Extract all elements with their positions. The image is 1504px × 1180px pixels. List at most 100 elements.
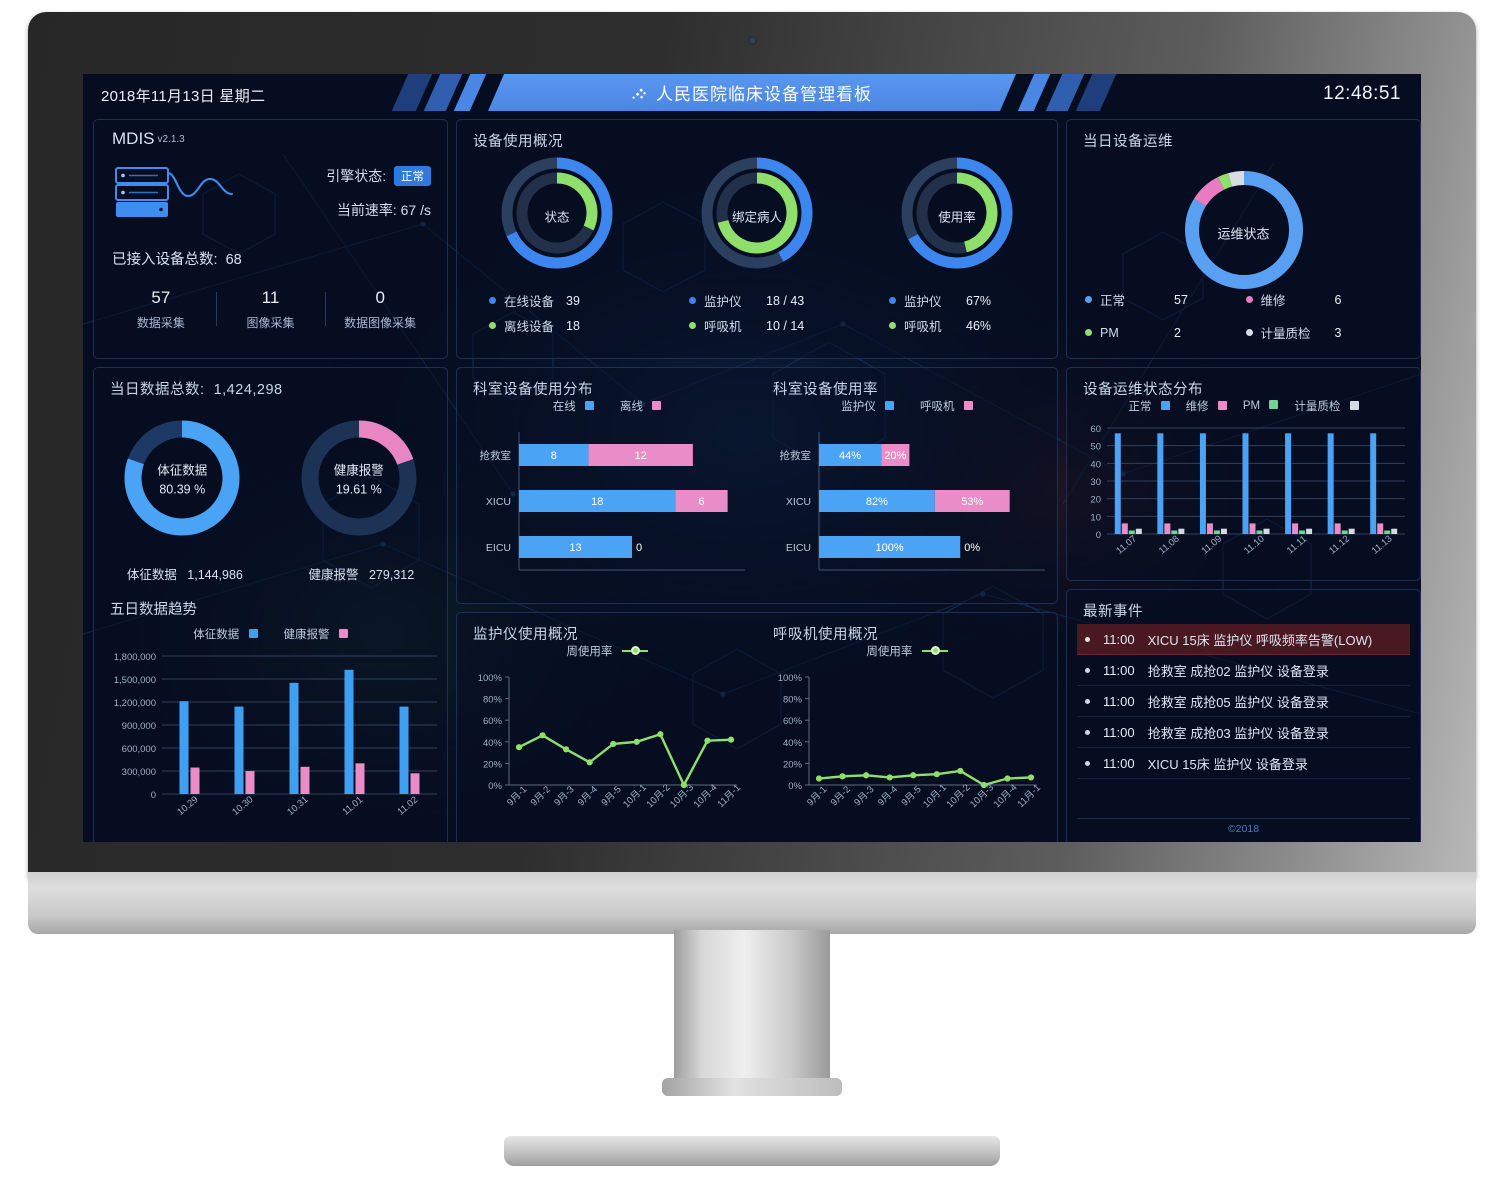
legend-swatch (1160, 401, 1170, 410)
svg-text:900,000: 900,000 (122, 721, 156, 732)
banner-plate: 人民医院临床设备管理看板 (488, 74, 1016, 111)
svg-text:10月-1: 10月-1 (621, 782, 649, 810)
legend-value: 46% (966, 318, 992, 333)
svg-text:18: 18 (591, 496, 603, 508)
svg-text:30: 30 (1090, 477, 1101, 488)
header-date: 2018年11月13日 星期二 (101, 88, 266, 105)
legend-dot (1245, 296, 1253, 303)
legend-item-weekly-rate: 周使用率 (866, 643, 948, 659)
legend-row-ventilator: 呼吸机 46% (889, 316, 1025, 335)
event-time: 11:00 (1103, 724, 1135, 740)
dashboard: 2018年11月13日 星期二 (83, 74, 1421, 842)
panel-usage-lines: 监护仪使用概况 周使用率 0% 20% 40% 60% 80% 100% 9月-1 9月-2 9… (456, 612, 1058, 842)
left-column: MDIS v2.1.3 (93, 119, 448, 842)
svg-text:10.29: 10.29 (175, 794, 200, 818)
legend-item-offline: 离线 (620, 398, 662, 414)
gauge-bound-patients-legend: 监护仪 18 / 43 呼吸机 10 / 14 (689, 285, 825, 335)
legend-swatch (963, 401, 973, 410)
gauge-center-label: 使用率 (938, 210, 976, 224)
acquisition-stats: 57 数据采集 11 图像采集 0 数据图像采集 (106, 288, 435, 331)
svg-text:9月-2: 9月-2 (829, 784, 853, 808)
legend-item-online: 在线 (553, 398, 594, 414)
svg-text:11.07: 11.07 (1114, 533, 1139, 556)
donut-center-value: 80.39 % (159, 482, 206, 497)
monitor-stand-neck (662, 930, 842, 1096)
svg-text:10月-1: 10月-1 (921, 782, 949, 810)
five-day-trend-legend: 体征数据 健康报警 (94, 626, 447, 642)
svg-text:9月-1: 9月-1 (505, 784, 529, 808)
stat-value: 57 (151, 288, 171, 307)
legend-row-metrology: 计量质检 3 (1245, 323, 1407, 342)
footer-label: 体征数据 (126, 568, 177, 582)
svg-text:EICU: EICU (486, 542, 511, 554)
legend-label: 维修 (1260, 294, 1286, 308)
cross-spark-icon (632, 86, 649, 99)
event-item[interactable]: 11:00 XICU 15床 监护仪 呼吸频率告警(LOW) (1077, 624, 1410, 655)
svg-text:9月-1: 9月-1 (805, 784, 829, 808)
legend-label: 计量质检 (1260, 327, 1311, 341)
svg-text:11.10: 11.10 (1242, 533, 1267, 556)
legend-label: 在线设备 (504, 295, 555, 309)
today-data-donuts: 体征数据 80.39 % (94, 414, 447, 547)
event-bullet-icon (1085, 698, 1090, 704)
maint-status-title: 设备运维状态分布 (1083, 382, 1203, 398)
svg-text:600,000: 600,000 (122, 744, 156, 755)
legend-row-online: 在线设备 39 (489, 291, 625, 310)
legend-label: 监护仪 (841, 401, 876, 413)
donut-alerts-svg (301, 420, 417, 536)
legend-label: 健康报警 (283, 629, 330, 641)
banner-title-text: 人民医院临床设备管理看板 (632, 80, 872, 105)
banner-accent-right-1 (1017, 74, 1051, 111)
event-item[interactable]: 11:00 抢救室 成抢03 监护仪 设备登录 (1077, 717, 1410, 748)
event-item[interactable]: 11:00 抢救室 成抢05 监护仪 设备登录 (1077, 686, 1410, 717)
five-day-trend-title: 五日数据趋势 (110, 602, 197, 618)
svg-text:11.02: 11.02 (396, 794, 421, 817)
current-rate-label: 当前速率: (336, 202, 397, 218)
monitor-bezel: 2018年11月13日 星期二 (28, 12, 1476, 880)
legend-item-weekly-rate: 周使用率 (566, 643, 648, 659)
donut-vitals: 体征数据 80.39 % (118, 414, 246, 547)
gauge-utilization: 使用率 监护仪 67% (857, 154, 1057, 335)
events-list[interactable]: 11:00 XICU 15床 监护仪 呼吸频率告警(LOW) 11:00 抢救室 成抢… (1077, 624, 1410, 779)
dept-distribution-block: 科室设备使用分布 在线 离线 (457, 368, 757, 603)
legend-item-vitals: 体征数据 (193, 626, 258, 642)
current-rate-value: 67 /s (400, 202, 431, 218)
legend-label: 正常 (1128, 401, 1152, 413)
stat-value: 0 (375, 288, 385, 307)
event-item[interactable]: 11:00 XICU 15床 监护仪 设备登录 (1077, 748, 1410, 779)
legend-item-monitor: 监护仪 (841, 398, 894, 414)
maintenance-donut: 运维状态 (1176, 162, 1312, 303)
legend-label: 周使用率 (566, 646, 613, 658)
svg-text:80%: 80% (483, 695, 503, 706)
webcam-icon (748, 36, 757, 45)
legend-row-normal: 正常 57 (1085, 290, 1246, 309)
event-bullet-icon (1085, 760, 1090, 766)
stat-image-acquisition: 11 图像采集 (215, 288, 326, 331)
maintenance-center-label: 运维状态 (1217, 226, 1270, 241)
svg-text:10月-2: 10月-2 (945, 782, 973, 810)
panel-mdis: MDIS v2.1.3 (93, 119, 448, 359)
maintenance-title: 当日设备运维 (1083, 134, 1173, 150)
engine-status-badge: 正常 (394, 166, 431, 186)
legend-label: 呼吸机 (920, 401, 955, 413)
event-bullet-icon (1085, 636, 1090, 642)
dashboard-header: 2018年11月13日 星期二 (83, 74, 1421, 117)
legend-value: 10 / 14 (766, 318, 805, 333)
event-text: 抢救室 成抢02 监护仪 设备登录 (1147, 663, 1329, 679)
donut-alerts: 健康报警 19.61 % (295, 414, 423, 547)
legend-dot (489, 322, 496, 329)
svg-text:1,500,000: 1,500,000 (114, 675, 156, 686)
svg-text:9月-2: 9月-2 (529, 784, 553, 808)
event-item[interactable]: 11:00 抢救室 成抢02 监护仪 设备登录 (1077, 655, 1410, 686)
today-data-title: 当日数据总数: 1,424,298 (110, 378, 283, 399)
panel-maint-status-distribution: 设备运维状态分布 正常 维修 (1066, 367, 1421, 581)
legend-dot (889, 297, 896, 304)
display-screen: 2018年11月13日 星期二 (83, 74, 1421, 842)
legend-swatch (585, 401, 594, 410)
dept-utilization-block: 科室设备使用率 监护仪 呼吸机 (757, 368, 1057, 603)
legend-row-pm: PM 2 (1085, 323, 1246, 342)
svg-text:10月-4: 10月-4 (992, 782, 1020, 810)
legend-swatch (885, 401, 894, 410)
svg-text:53%: 53% (961, 496, 983, 508)
